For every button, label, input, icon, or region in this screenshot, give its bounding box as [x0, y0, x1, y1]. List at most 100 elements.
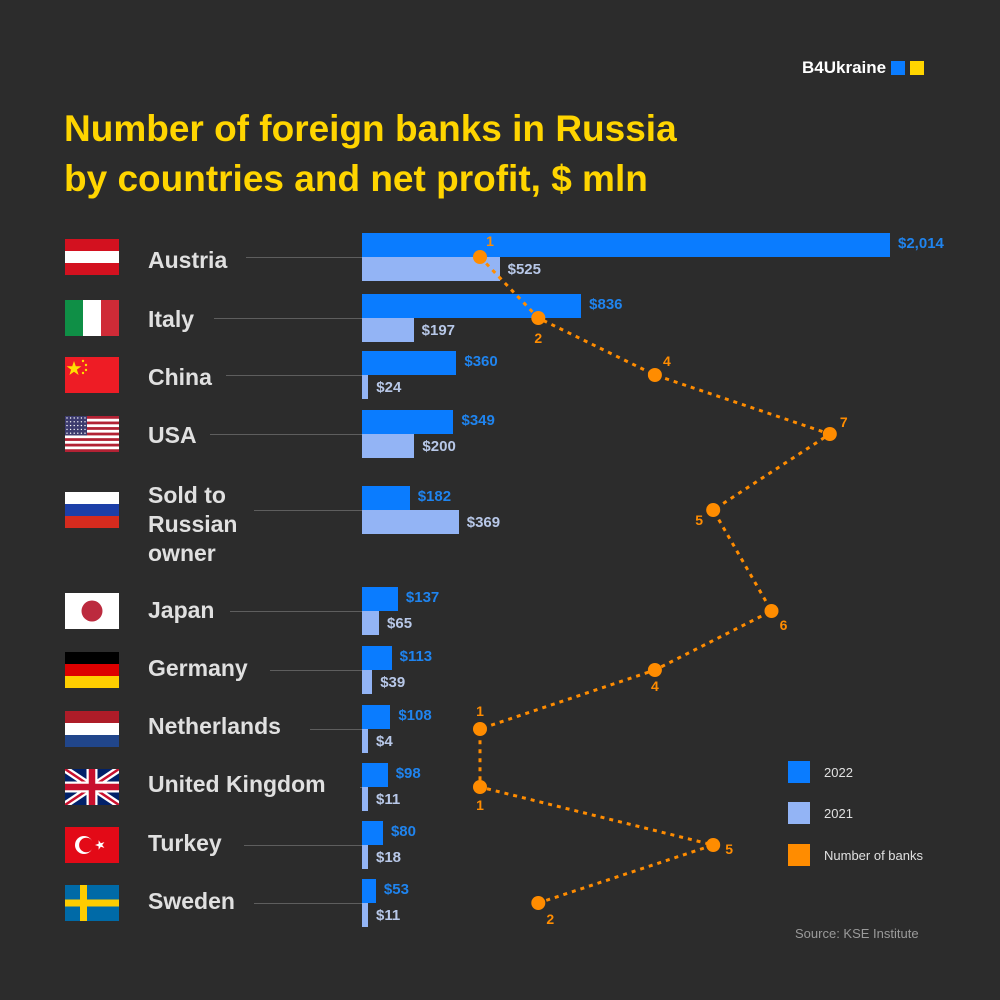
legend-swatch-2021-icon: [788, 802, 810, 824]
legend-label-2022: 2022: [824, 764, 853, 780]
bar-2021-turkey: [362, 845, 368, 869]
flag-italy-icon: [65, 300, 119, 336]
legend-item-2022: 2022: [788, 761, 853, 783]
flag-uk-icon: [65, 769, 119, 805]
country-label-italy: Italy: [148, 306, 195, 332]
bar-2021-italy: [362, 318, 414, 342]
banks-dotted-line: [478, 255, 834, 905]
connector-line: [254, 510, 362, 511]
value-2021-austria: $525: [507, 261, 541, 278]
banks-point: [531, 311, 546, 325]
title-line-2: by countries and net profit, $ mln: [64, 158, 648, 199]
value-2022-usa: $349: [461, 412, 495, 429]
bar-2021-sold-to-russian-owner: [362, 510, 459, 534]
value-2022-sold-to-russian-owner: $182: [417, 488, 452, 505]
connector-line: [226, 375, 362, 376]
value-2022-turkey: $80: [390, 823, 416, 840]
flag-turkey-icon: [65, 827, 119, 863]
connector-line: [214, 318, 362, 319]
flag-russia-icon: [65, 492, 119, 528]
bar-2022-sweden: [362, 879, 376, 903]
value-2022-netherlands: $108: [398, 707, 432, 724]
value-2021-turkey: $18: [376, 849, 402, 866]
banks-count-label: 5: [695, 512, 703, 528]
value-2021-sold-to-russian-owner: $369: [466, 514, 501, 531]
bar-2022-sold-to-russian-owner: [362, 486, 410, 510]
country-label-turkey: Turkey: [148, 830, 222, 856]
banks-count-label: 1: [476, 703, 484, 719]
banks-count-label: 1: [486, 233, 494, 249]
banks-point: [531, 896, 546, 910]
bar-2022-italy: [362, 294, 582, 318]
banks-count-label: 5: [725, 841, 733, 857]
bar-2021-united-kingdom: [362, 787, 368, 811]
banks-count-label: 2: [546, 911, 554, 927]
source-note: Source: KSE Institute: [795, 926, 919, 941]
banks-count-label: 4: [663, 353, 671, 369]
legend-swatch-2022-icon: [788, 761, 810, 783]
banks-point: [822, 427, 837, 441]
bar-2022-netherlands: [362, 705, 391, 729]
value-2021-netherlands: $4: [376, 733, 393, 750]
country-label-china: China: [148, 364, 212, 390]
value-2022-germany: $113: [399, 648, 433, 665]
bar-2022-united-kingdom: [362, 763, 388, 787]
value-2022-austria: $2,014: [898, 235, 944, 252]
connector-line: [360, 787, 362, 788]
value-2021-sweden: $11: [376, 907, 401, 924]
title-line-1: Number of foreign banks in Russia: [64, 108, 677, 149]
bar-2022-japan: [362, 587, 398, 611]
legend-item-2021: 2021: [788, 802, 853, 824]
banks-count-label: 2: [534, 330, 542, 346]
value-2022-china: $360: [464, 353, 498, 370]
country-label-germany: Germany: [148, 655, 248, 681]
flag-usa-icon: [65, 416, 119, 452]
country-label-austria: Austria: [148, 247, 228, 273]
bar-2022-austria: [362, 233, 890, 257]
connector-line: [210, 434, 362, 435]
banks-count-label: 1: [476, 797, 484, 813]
legend-swatch-banks-icon: [788, 844, 810, 866]
bar-2022-germany: [362, 646, 392, 670]
banks-point: [706, 503, 721, 517]
banks-point: [647, 663, 662, 677]
connector-line: [270, 670, 362, 671]
bar-2021-japan: [362, 611, 380, 635]
banks-count-label: 6: [780, 617, 788, 633]
bar-2021-germany: [362, 670, 373, 694]
banks-point: [473, 780, 487, 794]
flag-germany-icon: [65, 652, 119, 688]
bar-2021-china: [362, 375, 369, 399]
banks-point: [473, 722, 487, 736]
banks-point: [764, 604, 779, 618]
value-2021-united-kingdom: $11: [376, 791, 401, 808]
banks-point: [473, 250, 487, 264]
connector-line: [244, 845, 362, 846]
value-2021-germany: $39: [380, 674, 406, 691]
flag-sweden-icon: [65, 885, 119, 921]
connector-line: [230, 611, 362, 612]
connector-line: [254, 903, 362, 904]
bar-2022-china: [362, 351, 457, 375]
legend-item-banks: Number of banks: [788, 844, 923, 866]
country-label-usa: USA: [148, 422, 197, 448]
banks-count-label: 4: [651, 678, 659, 694]
banks-point: [647, 368, 662, 382]
value-2021-usa: $200: [422, 438, 456, 455]
value-2021-italy: $197: [421, 322, 456, 339]
brand-yellow-square-icon: [910, 61, 925, 75]
bar-2021-netherlands: [362, 729, 368, 753]
bar-2021-usa: [362, 434, 415, 458]
flag-netherlands-icon: [65, 711, 119, 747]
brand-name: B4Ukraine: [802, 58, 887, 77]
value-2022-japan: $137: [405, 589, 440, 606]
country-label-netherlands: Netherlands: [148, 713, 281, 739]
bar-2021-sweden: [362, 903, 368, 927]
connector-line: [310, 729, 362, 730]
value-2022-united-kingdom: $98: [395, 765, 421, 782]
country-label-sold-to-russian-owner: Sold to Russian owner: [148, 482, 238, 566]
chart-title: Number of foreign banks in Russia by cou…: [64, 104, 677, 204]
brand-blue-square-icon: [891, 61, 906, 75]
country-label-sweden: Sweden: [148, 888, 235, 914]
